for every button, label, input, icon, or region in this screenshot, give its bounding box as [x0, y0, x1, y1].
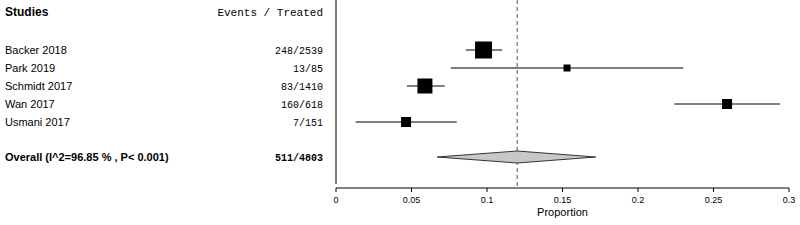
- forest-plot: Studies Events / Treated 0 0.05 0.1 0.15 0.2 0.…: [0, 0, 800, 225]
- overall-diamond: [437, 151, 596, 163]
- overall-label: Overall (I^2=96.85 % , P< 0.001): [5, 151, 169, 163]
- estimate-square: [417, 79, 432, 94]
- estimate-square: [401, 117, 411, 127]
- events-label: 13/85: [293, 64, 323, 75]
- study-label: Usmani 2017: [5, 116, 70, 128]
- overall-events-label: 511/4803: [275, 153, 323, 164]
- x-tick: [411, 188, 412, 192]
- x-tick-label: 0.15: [554, 195, 572, 205]
- events-label: 83/1410: [281, 82, 323, 93]
- chart-container: Studies Events / Treated 0 0.05 0.1 0.15 0.2 0.…: [0, 0, 800, 225]
- x-tick: [487, 188, 488, 192]
- study-label: Schmidt 2017: [5, 80, 72, 92]
- x-tick: [789, 188, 790, 192]
- x-tick-label: 0: [333, 195, 338, 205]
- estimate-square: [564, 65, 571, 72]
- study-label: Park 2019: [5, 62, 55, 74]
- events-label: 160/618: [281, 100, 323, 111]
- x-tick: [562, 188, 563, 192]
- estimate-square: [722, 99, 732, 109]
- study-label: Backer 2018: [5, 44, 67, 56]
- x-tick: [638, 188, 639, 192]
- marks: [356, 0, 780, 188]
- estimate-square: [475, 42, 492, 59]
- x-tick: [713, 188, 714, 192]
- x-axis-label: Proportion: [537, 206, 588, 218]
- header-events: Events / Treated: [217, 7, 323, 19]
- x-tick-label: 0.05: [403, 195, 421, 205]
- x-tick: [336, 188, 337, 192]
- x-tick-label: 0.1: [481, 195, 494, 205]
- plot-left-line: [336, 0, 337, 184]
- events-label: 248/2539: [275, 46, 323, 57]
- x-tick-label: 0.25: [705, 195, 723, 205]
- x-tick-label: 0.3: [783, 195, 796, 205]
- events-label: 7/151: [293, 118, 323, 129]
- study-label: Wan 2017: [5, 98, 55, 110]
- header-studies: Studies: [5, 5, 49, 19]
- x-tick-label: 0.2: [632, 195, 645, 205]
